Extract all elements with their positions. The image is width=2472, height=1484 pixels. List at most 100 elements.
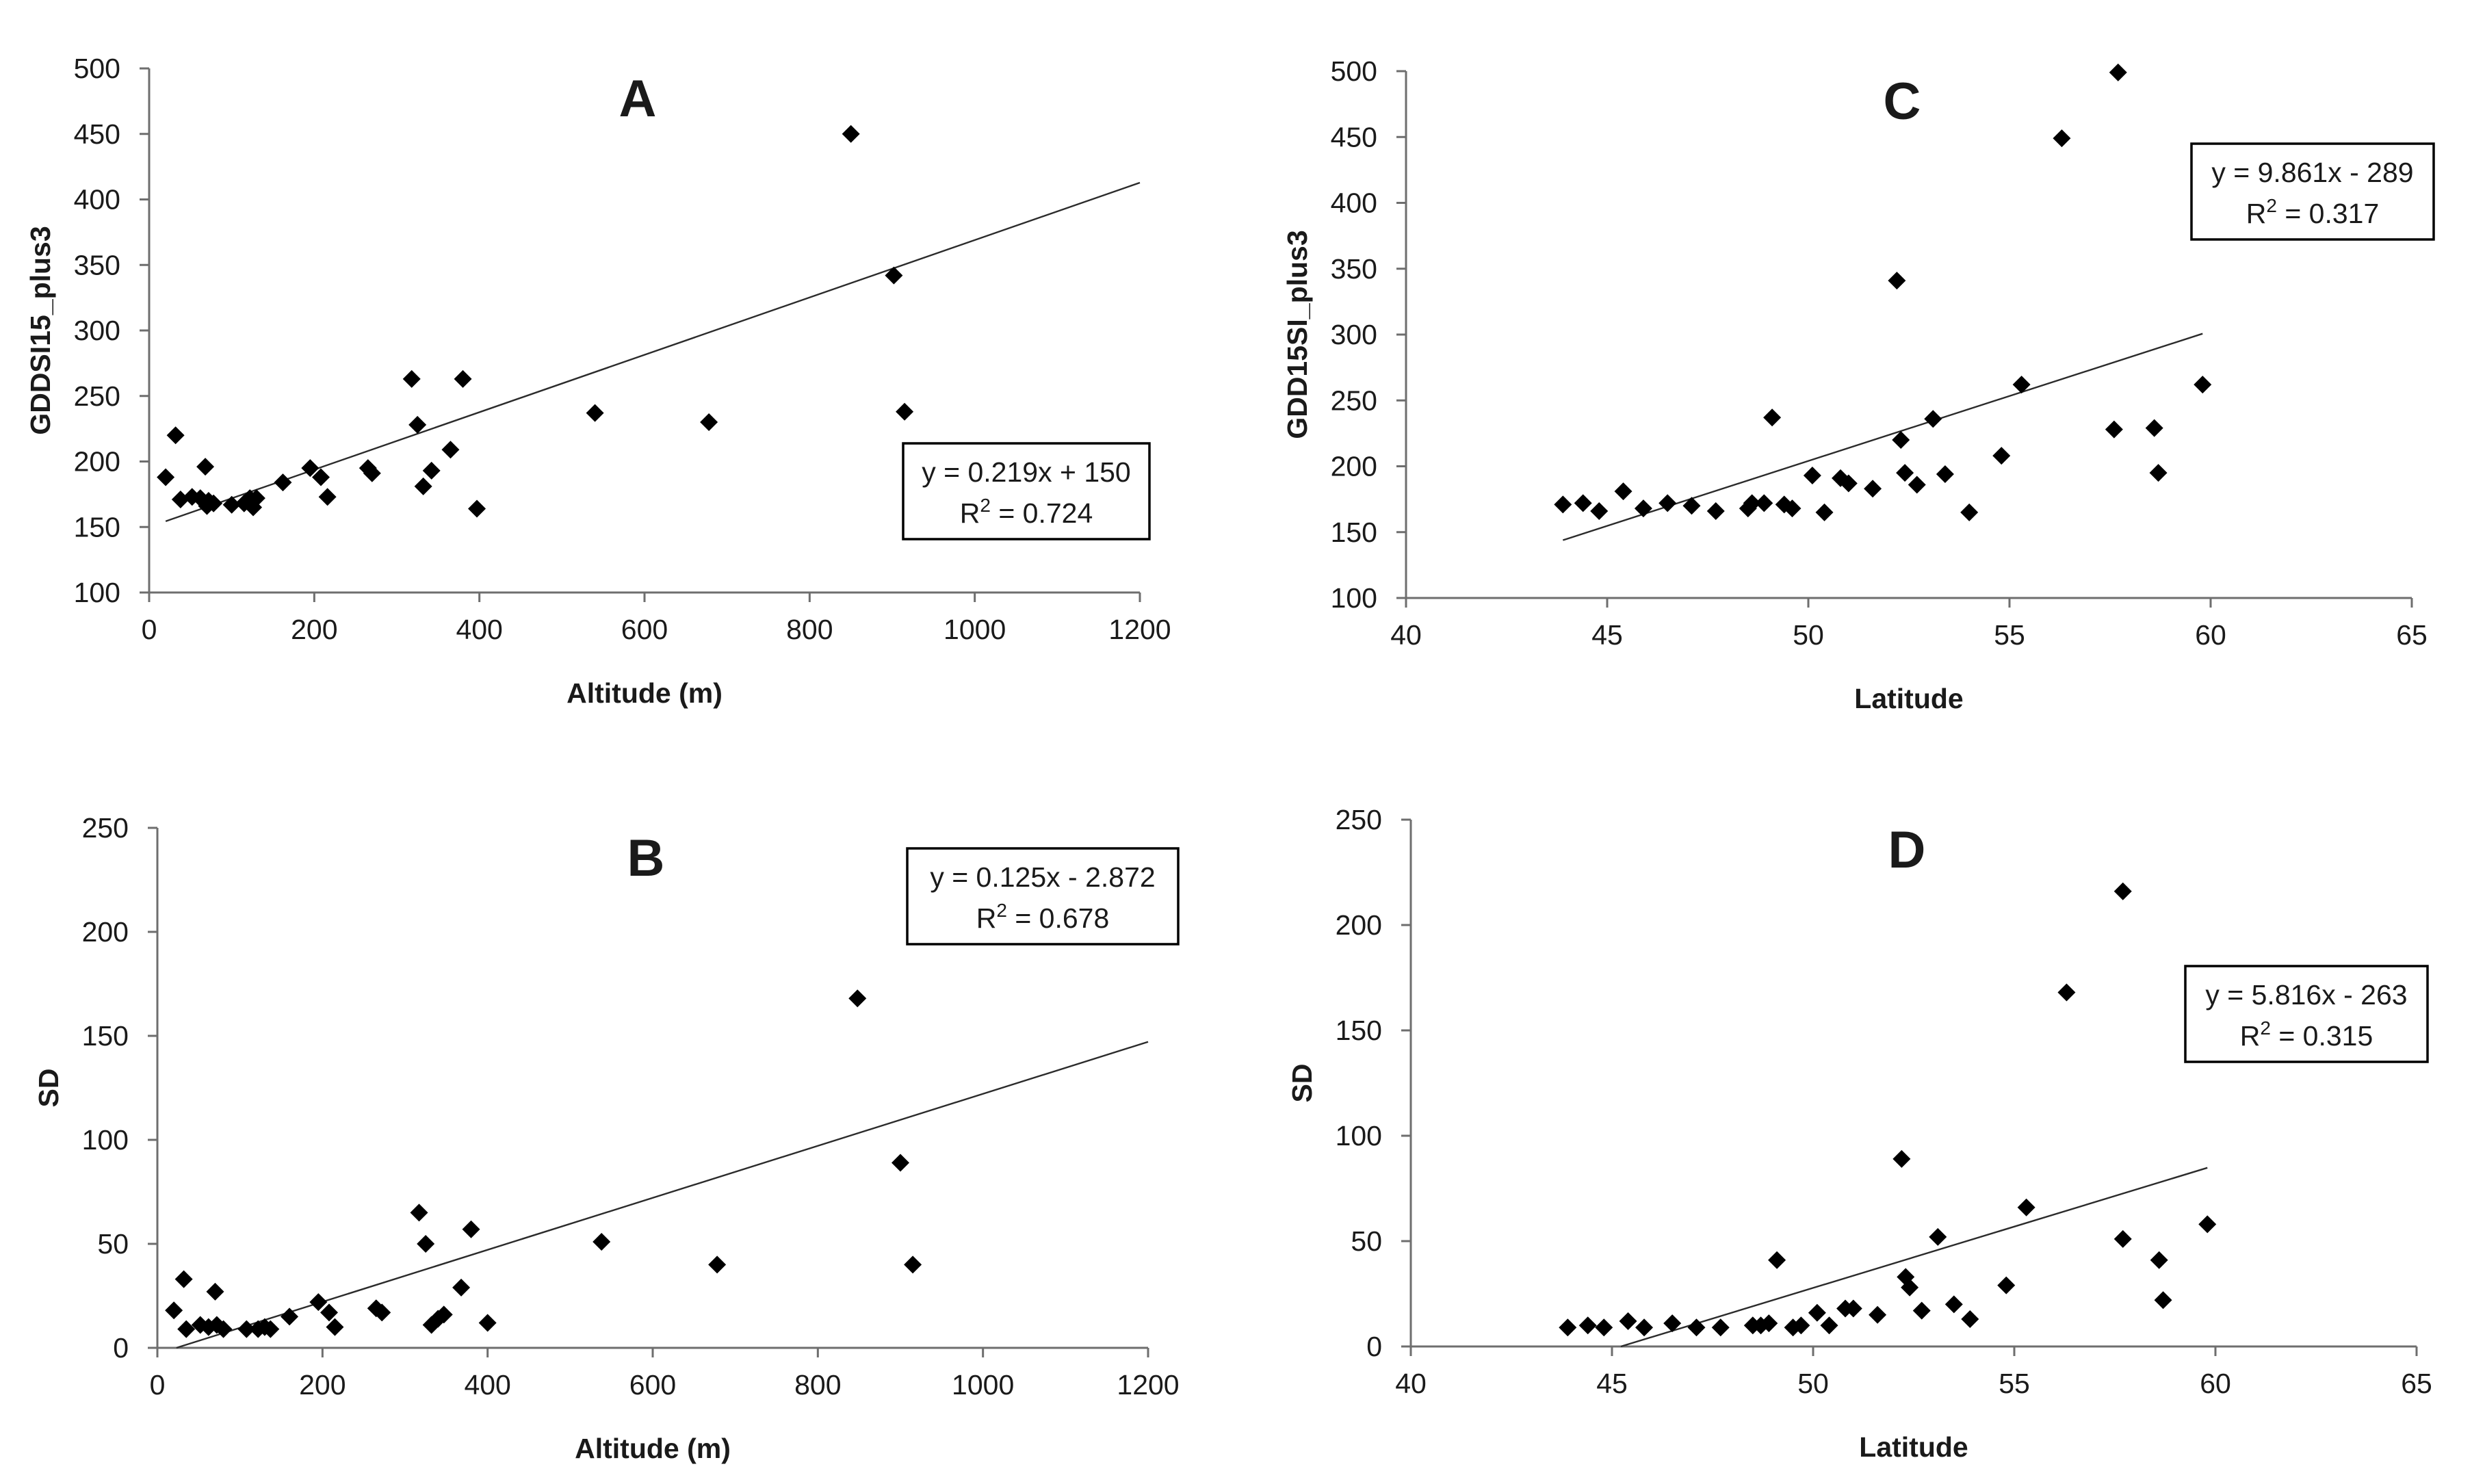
r-squared-symbol: R xyxy=(960,497,980,529)
trendline xyxy=(1562,333,2203,541)
data-point xyxy=(1634,499,1652,518)
x-tick-label: 45 xyxy=(1591,619,1623,651)
data-point xyxy=(2012,376,2031,394)
x-tick-label: 1000 xyxy=(952,1369,1014,1401)
x-axis-title: Altitude (m) xyxy=(575,1433,731,1464)
data-point xyxy=(1808,1303,1826,1322)
equation-box: y = 9.861x - 289 R2 = 0.317 xyxy=(2190,142,2435,241)
data-point xyxy=(422,461,441,480)
y-tick-label: 450 xyxy=(1331,121,1377,153)
data-point xyxy=(462,1220,480,1238)
data-point xyxy=(1992,447,2011,465)
equation-text: y = 9.861x - 289 xyxy=(2211,157,2413,188)
data-point xyxy=(205,494,223,512)
data-point xyxy=(301,459,320,478)
trendline xyxy=(165,181,1141,522)
x-tick-label: 400 xyxy=(456,614,502,645)
data-point xyxy=(410,1203,428,1222)
trendline xyxy=(176,1041,1149,1349)
data-point xyxy=(2105,420,2123,439)
y-tick-label: 300 xyxy=(1331,319,1377,350)
data-point xyxy=(1803,466,1821,484)
data-point xyxy=(2113,882,2132,900)
r-squared-value: = 0.315 xyxy=(2271,1020,2373,1052)
x-axis-title: Latitude xyxy=(1854,683,1963,714)
data-point xyxy=(892,1154,909,1172)
data-point xyxy=(309,1293,328,1312)
data-point xyxy=(2113,1229,2132,1248)
r-squared-exponent: 2 xyxy=(980,495,991,516)
data-point xyxy=(1997,1276,2016,1294)
equation-text: y = 0.125x - 2.872 xyxy=(930,861,1155,893)
y-axis-title: SD xyxy=(1286,1064,1318,1103)
equation-box-frame xyxy=(906,847,1180,946)
x-axis-title: Latitude xyxy=(1859,1431,1968,1463)
r-squared-value: = 0.678 xyxy=(1007,902,1109,934)
data-point xyxy=(1896,464,1914,482)
y-tick-label: 400 xyxy=(1331,187,1377,219)
y-tick-label: 200 xyxy=(74,446,120,478)
data-point xyxy=(1815,503,1834,521)
data-point xyxy=(434,1305,453,1324)
data-point xyxy=(454,369,472,388)
y-axis-title: GDD15SI_plus3 xyxy=(1281,230,1313,439)
data-point xyxy=(1864,480,1882,498)
data-point xyxy=(1892,431,1910,449)
x-tick-label: 1200 xyxy=(1108,614,1171,645)
x-tick-label: 65 xyxy=(2401,1368,2432,1399)
x-tick-label: 600 xyxy=(629,1369,676,1401)
r-squared-symbol: R xyxy=(2246,198,2267,229)
data-point xyxy=(318,488,337,506)
data-point xyxy=(1635,1318,1654,1337)
equation-box-frame xyxy=(2190,142,2435,241)
data-point xyxy=(247,489,265,508)
data-point xyxy=(165,1301,183,1320)
equation-text: y = 5.816x - 263 xyxy=(2205,979,2407,1011)
x-tick-label: 400 xyxy=(464,1369,510,1401)
data-point xyxy=(320,1303,338,1322)
data-point xyxy=(468,499,486,518)
y-tick-label: 100 xyxy=(1331,582,1377,614)
data-point xyxy=(1908,476,1926,494)
data-point xyxy=(1888,272,1906,290)
x-tick-label: 0 xyxy=(150,1369,166,1401)
r-squared-exponent: 2 xyxy=(2266,195,2277,216)
y-tick-label: 250 xyxy=(1331,385,1377,416)
data-point xyxy=(1869,1305,1887,1324)
data-point xyxy=(1792,1316,1810,1335)
data-point xyxy=(1839,474,1858,493)
data-point xyxy=(1763,408,1782,427)
y-tick-label: 200 xyxy=(1331,451,1377,482)
y-tick-label: 500 xyxy=(74,53,120,84)
equation-box-frame xyxy=(902,442,1151,541)
data-point xyxy=(373,1303,391,1322)
y-tick-label: 200 xyxy=(82,916,129,948)
x-tick-label: 50 xyxy=(1797,1368,1829,1399)
equation-box-frame xyxy=(2184,965,2429,1063)
data-point xyxy=(274,473,292,492)
data-point xyxy=(1590,502,1609,520)
data-point xyxy=(311,468,330,486)
data-point xyxy=(896,402,914,421)
x-tick-label: 200 xyxy=(299,1369,346,1401)
data-point xyxy=(593,1232,611,1251)
data-point xyxy=(2109,63,2127,81)
x-axis-title: Altitude (m) xyxy=(567,677,723,709)
y-tick-label: 150 xyxy=(82,1020,129,1052)
y-tick-label: 100 xyxy=(82,1124,129,1156)
data-point xyxy=(1687,1318,1706,1337)
data-point xyxy=(904,1255,922,1274)
scatter-panel-b: 0 50 100 150 200 250 0 200 400 600 800 1000 1200 Alti… xyxy=(33,812,1180,1464)
x-tick-label: 45 xyxy=(1596,1368,1628,1399)
data-point xyxy=(478,1314,497,1332)
x-tick-label: 800 xyxy=(786,614,833,645)
x-tick-label: 40 xyxy=(1390,619,1422,651)
data-point xyxy=(700,413,718,432)
x-tick-label: 50 xyxy=(1793,619,1824,651)
x-tick-label: 60 xyxy=(2200,1368,2231,1399)
y-tick-label: 250 xyxy=(74,380,120,412)
data-point xyxy=(281,1307,299,1326)
data-point xyxy=(1663,1314,1682,1333)
data-point xyxy=(157,468,175,486)
data-point xyxy=(1706,502,1725,520)
